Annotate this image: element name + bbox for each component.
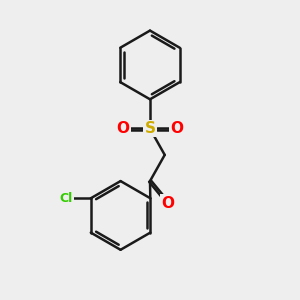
Text: Cl: Cl: [60, 192, 73, 205]
Text: O: O: [117, 121, 130, 136]
Text: O: O: [161, 196, 175, 211]
Text: S: S: [145, 121, 155, 136]
Text: O: O: [170, 121, 183, 136]
